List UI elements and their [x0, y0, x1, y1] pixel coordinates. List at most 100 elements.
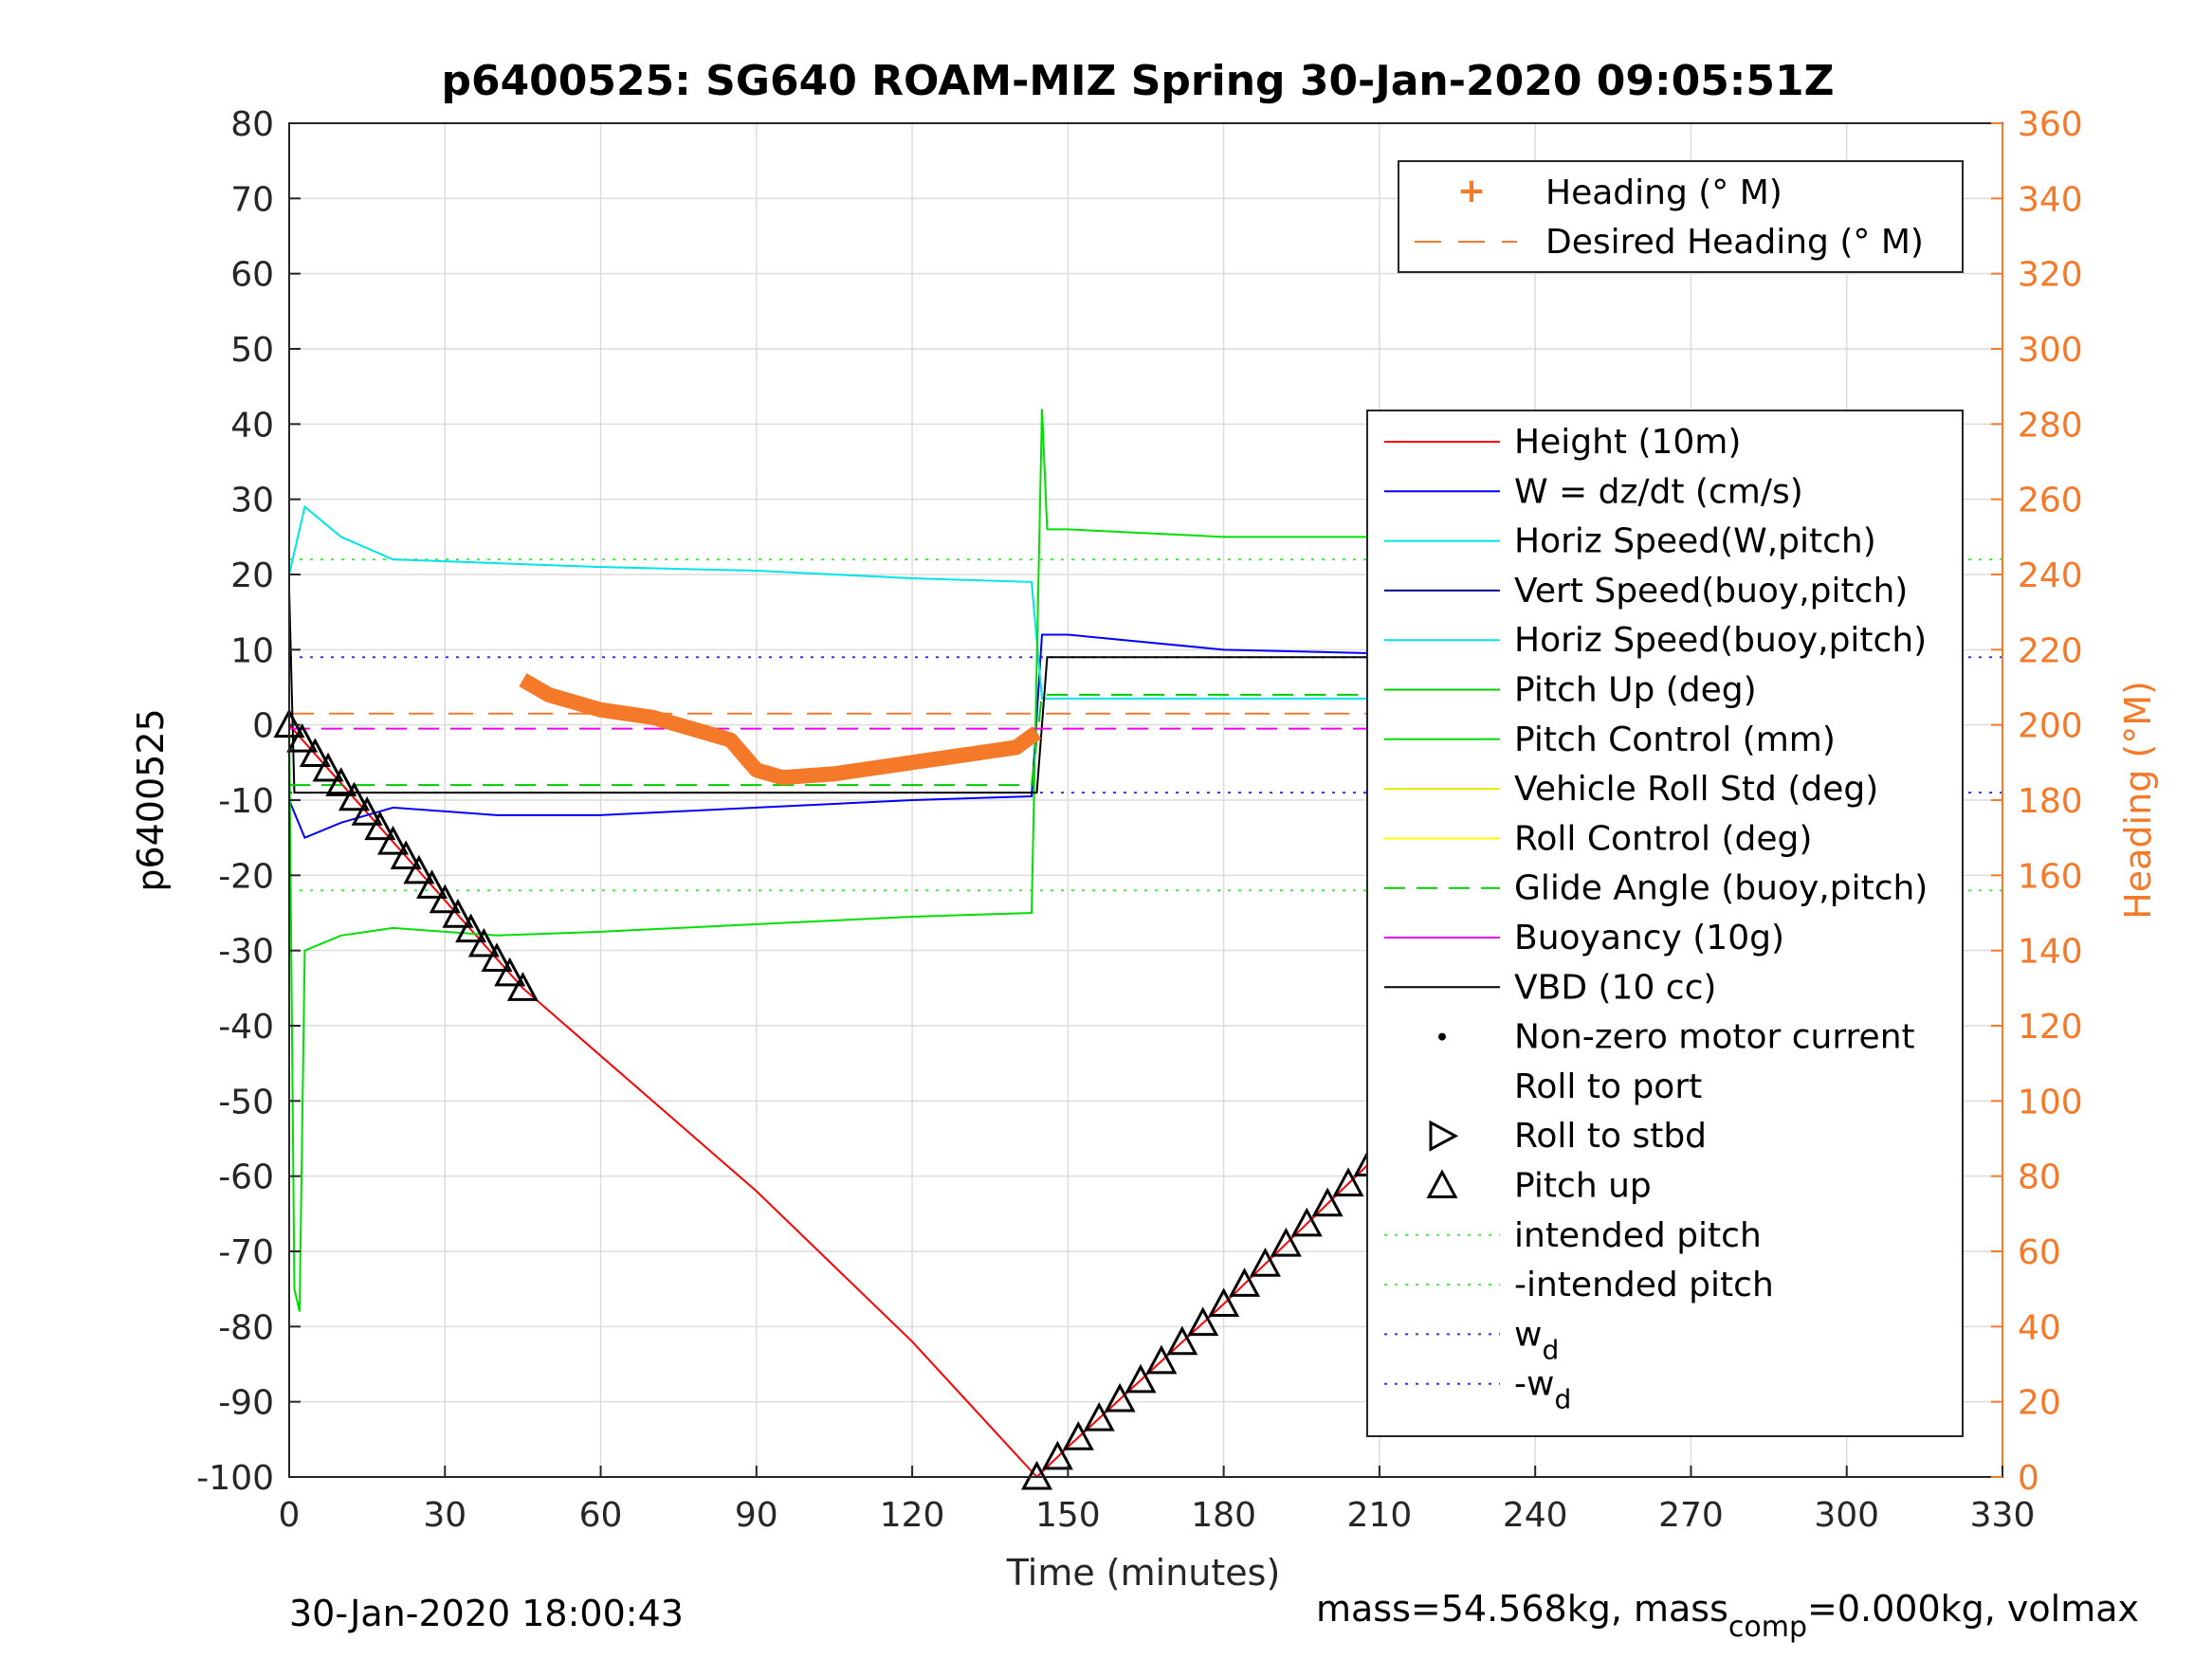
pitch-up-marker: [1187, 1306, 1219, 1337]
legend-swatch: [1426, 1169, 1458, 1198]
y-right-tick-label: 80: [2018, 1158, 2061, 1197]
y-tick-label: -100: [196, 1459, 274, 1498]
pitch-up-marker: [1249, 1248, 1281, 1277]
pitch-up-marker: [481, 942, 513, 972]
pitch-up-marker: [1332, 1167, 1364, 1197]
pitch-up-marker: [442, 899, 474, 928]
legend-label: W = dz/dt (cm/s): [1514, 472, 1803, 511]
x-tick-label: 30: [423, 1496, 466, 1535]
legend-label: Horiz Speed(buoy,pitch): [1514, 621, 1927, 660]
pitch-up-marker: [390, 840, 422, 869]
pitch-up-marker: [494, 957, 526, 987]
pitch-up-marker: [299, 738, 331, 768]
heading-trace: [519, 673, 1042, 786]
y-axis-label: p6400525: [130, 708, 172, 891]
legend-label: Vert Speed(buoy,pitch): [1514, 572, 1908, 611]
pitch-up-marker: [312, 752, 344, 782]
y-right-tick-label: 140: [2018, 933, 2083, 972]
y-right-tick-label: 120: [2018, 1008, 2083, 1047]
legend-label: Pitch Up (deg): [1514, 671, 1757, 710]
legend-label: intended pitch: [1514, 1216, 1762, 1255]
y-tick-label: -50: [218, 1083, 274, 1121]
legend-label: Vehicle Roll Std (deg): [1514, 770, 1878, 809]
legend-label: VBD (10 cc): [1514, 968, 1716, 1007]
legend-swatch: [1429, 1120, 1459, 1152]
x-tick-label: 270: [1658, 1496, 1724, 1535]
pitch-up-marker: [1104, 1382, 1136, 1413]
x-tick-label: 300: [1814, 1496, 1879, 1535]
legend-label: Horiz Speed(W,pitch): [1514, 522, 1876, 561]
footer-mass: mass=54.568kg, masscomp=0.000kg, volmax: [1316, 1588, 2139, 1644]
legend-label: Roll to stbd: [1514, 1117, 1707, 1156]
pitch-up-marker: [429, 884, 461, 914]
x-tick-label: 180: [1191, 1496, 1256, 1535]
x-tick-label: 210: [1347, 1496, 1413, 1535]
legend-label: Non-zero motor current: [1514, 1018, 1915, 1057]
y-right-tick-label: 40: [2018, 1308, 2061, 1347]
x-axis-label: Time (minutes): [1006, 1552, 1281, 1594]
pitch-up-marker: [467, 927, 500, 957]
pitch-up-marker: [1166, 1325, 1198, 1356]
y-tick-label: 20: [230, 556, 274, 595]
legend-label: Roll to port: [1514, 1067, 1702, 1106]
y-tick-label: -30: [218, 933, 274, 972]
y-tick-label: 0: [252, 707, 274, 746]
pitch-up-marker: [506, 972, 539, 1001]
x-tick-label: 120: [880, 1496, 945, 1535]
y-right-tick-label: 220: [2018, 631, 2083, 670]
y-right-tick-label: 20: [2018, 1384, 2061, 1423]
y-tick-label: 70: [230, 180, 274, 219]
y-tick-label: 40: [230, 406, 274, 445]
y-right-tick-label: 280: [2018, 406, 2083, 445]
legend-label: Buoyancy (10g): [1514, 919, 1784, 957]
y-right-tick-label: 160: [2018, 857, 2083, 896]
pitch-up-marker: [403, 854, 435, 884]
y-tick-label: 30: [230, 482, 274, 520]
y-right-tick-label: 320: [2018, 256, 2083, 295]
pitch-up-marker: [1083, 1401, 1115, 1431]
y-tick-label: -90: [218, 1384, 274, 1423]
y-right-tick-label: 0: [2018, 1459, 2039, 1498]
y-tick-label: 60: [230, 256, 274, 295]
pitch-up-marker: [1311, 1187, 1344, 1217]
x-tick-label: 330: [1970, 1496, 2036, 1535]
x-tick-label: 240: [1503, 1496, 1568, 1535]
legend-label: Pitch Control (mm): [1514, 720, 1836, 759]
y-right-tick-label: 180: [2018, 782, 2083, 821]
legend-label: Roll Control (deg): [1514, 819, 1812, 858]
legend-heading: + Heading (° M) Desired Heading (° M): [1398, 160, 1964, 273]
y-right-tick-label: 300: [2018, 331, 2083, 370]
x-tick-label: 60: [579, 1496, 623, 1535]
y-right-tick-label: 360: [2018, 105, 2083, 144]
legend-main: Height (10m) W = dz/dt (cm/s) Horiz Speed(…: [1366, 410, 1964, 1437]
x-tick-label: 150: [1035, 1496, 1101, 1535]
chart-title: p6400525: SG640 ROAM-MIZ Spring 30-Jan-2…: [441, 57, 1834, 105]
pitch-up-marker: [1208, 1287, 1240, 1318]
y-right-tick-label: 60: [2018, 1233, 2061, 1272]
y-right-tick-label: 100: [2018, 1083, 2083, 1121]
y-tick-label: -80: [218, 1308, 274, 1347]
y-tick-label: -40: [218, 1008, 274, 1047]
y-right-tick-label: 260: [2018, 482, 2083, 520]
legend-label: Glide Angle (buoy,pitch): [1514, 869, 1928, 908]
pitch-up-marker: [416, 869, 448, 899]
legend-label: Height (10m): [1514, 423, 1741, 462]
y-right-tick-label: 200: [2018, 707, 2083, 746]
pitch-up-marker: [286, 722, 319, 753]
legend-label: Desired Heading (° M): [1545, 223, 1924, 262]
pitch-up-marker: [1062, 1421, 1094, 1450]
y-axis-right-label: Heading (°M): [2117, 681, 2159, 920]
y-tick-label: 80: [230, 105, 274, 144]
y-right-tick-label: 240: [2018, 556, 2083, 595]
ticks: 0 30 60 90 120 150 180 210 240 270 300 330-100-90-8…: [196, 105, 2082, 1535]
y-tick-label: -70: [218, 1233, 274, 1272]
pitch-up-marker: [351, 796, 383, 826]
x-tick-label: 90: [735, 1496, 778, 1535]
y-tick-label: 50: [230, 331, 274, 370]
y-tick-label: -10: [218, 782, 274, 821]
y-right-tick-label: 340: [2018, 180, 2083, 219]
pitch-up-marker: [1270, 1227, 1302, 1257]
pitch-up-marker: [1041, 1440, 1073, 1470]
y-tick-label: -20: [218, 857, 274, 896]
